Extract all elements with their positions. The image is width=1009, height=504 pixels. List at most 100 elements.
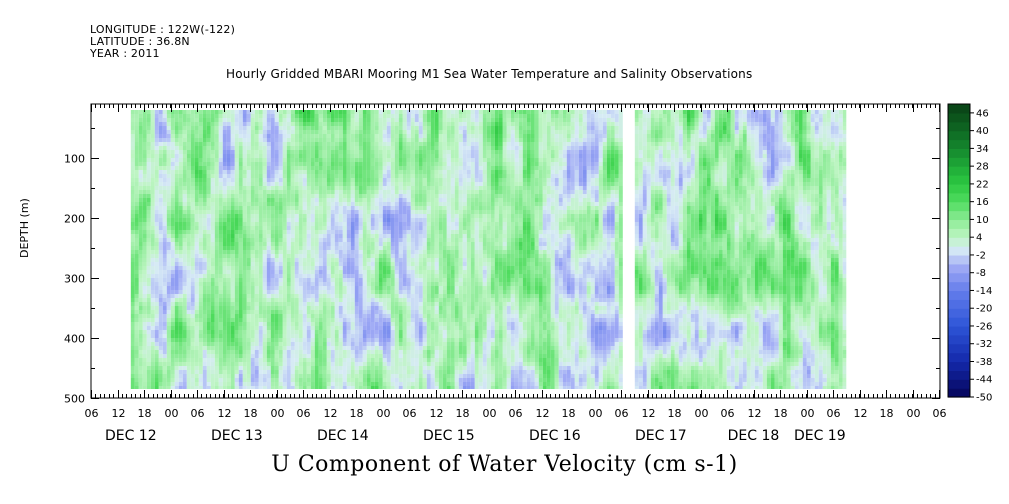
heatmap-cell	[158, 386, 163, 389]
heatmap-cell	[146, 130, 151, 134]
heatmap-cell	[238, 362, 243, 366]
heatmap-cell	[358, 130, 363, 134]
heatmap-cell	[170, 370, 175, 374]
heatmap-cell	[170, 290, 175, 294]
heatmap-cell	[250, 218, 255, 222]
heatmap-cell	[362, 282, 367, 286]
heatmap-cell	[314, 150, 319, 154]
heatmap-cell	[274, 386, 279, 389]
heatmap-cell	[174, 278, 179, 282]
heatmap-cell	[202, 286, 207, 290]
heatmap-cell	[386, 334, 391, 338]
heatmap-cell	[130, 346, 135, 350]
heatmap-cell	[210, 218, 215, 222]
heatmap-cell	[338, 118, 343, 122]
heatmap-cell	[182, 346, 187, 350]
heatmap-cell	[258, 374, 263, 378]
heatmap-cell	[282, 110, 287, 114]
heatmap-cell	[322, 306, 327, 310]
heatmap-cell	[182, 158, 187, 162]
heatmap-cell	[382, 354, 387, 358]
heatmap-cell	[322, 334, 327, 338]
heatmap-cell	[158, 302, 163, 306]
heatmap-cell	[382, 134, 387, 138]
heatmap-cell	[398, 214, 403, 218]
heatmap-cell	[218, 162, 223, 166]
heatmap-cell	[338, 354, 343, 358]
heatmap-cell	[258, 378, 263, 382]
heatmap-cell	[158, 334, 163, 338]
heatmap-cell	[334, 342, 339, 346]
heatmap-cell	[370, 274, 375, 278]
heatmap-cell	[366, 274, 371, 278]
heatmap-cell	[222, 206, 227, 210]
heatmap-cell	[414, 154, 419, 158]
heatmap-cell	[158, 158, 163, 162]
heatmap-cell	[386, 186, 391, 190]
heatmap-cell	[390, 110, 395, 114]
heatmap-cell	[174, 234, 179, 238]
heatmap-cell	[342, 378, 347, 382]
heatmap-cell	[310, 198, 315, 202]
heatmap-cell	[318, 122, 323, 126]
year-label: YEAR : 2011	[90, 47, 160, 60]
heatmap-cell	[370, 190, 375, 194]
heatmap-cell	[214, 138, 219, 142]
heatmap-cell	[214, 302, 219, 306]
heatmap-cell	[170, 154, 175, 158]
heatmap-cell	[214, 290, 219, 294]
heatmap-cell	[394, 334, 399, 338]
heatmap-cell	[362, 254, 367, 258]
heatmap-cell	[174, 174, 179, 178]
heatmap-cell	[158, 166, 163, 170]
heatmap-cell	[318, 210, 323, 214]
heatmap-cell	[250, 318, 255, 322]
heatmap-cell	[182, 350, 187, 354]
heatmap-cell	[166, 314, 171, 318]
heatmap-cell	[158, 274, 163, 278]
heatmap-cell	[326, 382, 331, 386]
heatmap-cell	[222, 326, 227, 330]
heatmap-cell	[274, 378, 279, 382]
heatmap-cell	[310, 158, 315, 162]
heatmap-cell	[230, 294, 235, 298]
heatmap-cell	[322, 382, 327, 386]
heatmap-cell	[222, 374, 227, 378]
heatmap-cell	[150, 150, 155, 154]
heatmap-cell	[214, 150, 219, 154]
heatmap-cell	[262, 362, 267, 366]
heatmap-cell	[226, 118, 231, 122]
heatmap-cell	[318, 262, 323, 266]
heatmap-cell	[166, 246, 171, 250]
heatmap-cell	[346, 150, 351, 154]
heatmap-cell	[210, 142, 215, 146]
heatmap-cell	[302, 110, 307, 114]
latitude-label: LATITUDE : 36.8N	[90, 35, 190, 48]
heatmap-cell	[290, 290, 295, 294]
heatmap-cell	[302, 334, 307, 338]
heatmap-cell	[178, 346, 183, 350]
heatmap-cell	[174, 318, 179, 322]
heatmap-cell	[130, 378, 135, 382]
heatmap-cell	[250, 126, 255, 130]
heatmap-cell	[214, 210, 219, 214]
heatmap-cell	[182, 306, 187, 310]
heatmap-cell	[286, 158, 291, 162]
heatmap-cell	[294, 118, 299, 122]
heatmap-cell	[286, 146, 291, 150]
heatmap-cell	[346, 178, 351, 182]
heatmap-cell	[410, 126, 415, 130]
heatmap-cell	[134, 158, 139, 162]
heatmap-cell	[346, 278, 351, 282]
heatmap-cell	[270, 150, 275, 154]
heatmap-cell	[162, 382, 167, 386]
heatmap-cell	[230, 154, 235, 158]
heatmap-cell	[130, 350, 135, 354]
heatmap-cell	[266, 234, 271, 238]
heatmap-cell	[158, 118, 163, 122]
heatmap-cell	[322, 138, 327, 142]
heatmap-cell	[238, 242, 243, 246]
heatmap-cell	[178, 318, 183, 322]
heatmap-cell	[158, 254, 163, 258]
heatmap-cell	[138, 162, 143, 166]
